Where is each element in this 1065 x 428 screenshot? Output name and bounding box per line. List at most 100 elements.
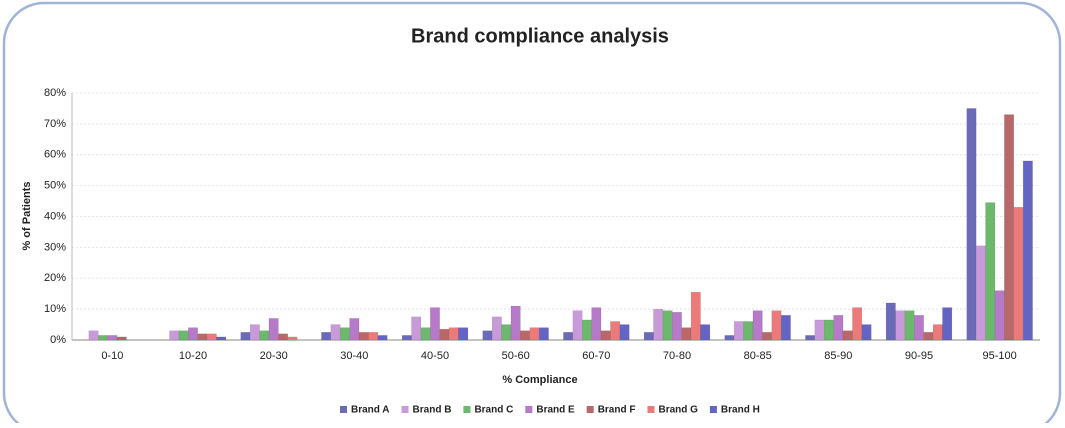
y-tick-label: 20% [44, 272, 66, 284]
x-tick-label: 85-90 [824, 350, 852, 362]
bar [420, 327, 431, 341]
bar [833, 315, 844, 341]
legend-label: Brand B [413, 405, 452, 416]
bar [572, 310, 583, 341]
bar [914, 315, 924, 341]
bar [358, 332, 369, 341]
bar [1022, 160, 1033, 341]
y-tick-label: 70% [44, 118, 66, 130]
bar [491, 316, 502, 341]
bar [743, 321, 754, 341]
legend-label: Brand F [598, 405, 636, 416]
legend-label: Brand C [474, 405, 513, 416]
y-tick-label: 30% [44, 241, 66, 253]
bar [861, 324, 872, 341]
x-tick-label: 10-20 [179, 350, 207, 362]
bar [885, 302, 896, 341]
bar [401, 335, 412, 341]
bar [672, 311, 682, 341]
legend-swatch [709, 406, 717, 413]
bar [805, 335, 816, 341]
bar [975, 245, 986, 341]
bar [1004, 114, 1015, 341]
bar [169, 330, 180, 341]
bar [116, 336, 127, 341]
bar [690, 291, 701, 341]
bar [377, 335, 388, 341]
x-tick-label: 80-85 [744, 350, 772, 362]
bar [619, 324, 630, 341]
bar [368, 332, 379, 341]
x-tick-label: 0-10 [101, 350, 123, 362]
legend-swatch [340, 406, 347, 413]
bar [814, 319, 825, 341]
bar [662, 310, 673, 341]
legend-swatch [525, 406, 533, 413]
bar [278, 333, 289, 341]
bar [904, 310, 915, 341]
bar [700, 324, 711, 341]
bar [581, 319, 592, 341]
x-tick-label: 60-70 [582, 350, 610, 362]
bar [610, 321, 621, 341]
bar [762, 332, 773, 341]
bar [249, 324, 260, 341]
bar [681, 327, 692, 341]
legend-label: Brand E [536, 405, 575, 416]
bar [600, 330, 611, 341]
bar [724, 335, 735, 341]
y-tick-label: 0% [50, 334, 66, 346]
bar [1013, 206, 1024, 341]
bar [538, 327, 549, 341]
x-tick-label: 30-40 [340, 350, 368, 362]
bar [259, 330, 270, 341]
legend-swatch [647, 406, 655, 413]
bar [88, 330, 99, 341]
bar [520, 330, 531, 341]
x-axis-label: % Compliance [502, 374, 577, 386]
bar [349, 318, 360, 341]
bar [529, 327, 540, 341]
bar [932, 324, 943, 341]
chart-title: Brand compliance analysis [411, 25, 669, 47]
bar [733, 321, 744, 341]
bar [458, 327, 469, 341]
bar [107, 335, 118, 341]
bar [780, 315, 791, 341]
bar [268, 318, 279, 341]
x-tick-label: 40-50 [421, 350, 449, 362]
bar [411, 316, 422, 341]
x-tick-label: 20-30 [260, 350, 288, 362]
bar [216, 336, 227, 341]
bar [510, 305, 521, 341]
bar [923, 332, 934, 341]
bar [448, 327, 459, 341]
bar [501, 324, 512, 341]
bar [823, 319, 834, 341]
bar [430, 307, 440, 341]
bar [591, 307, 602, 341]
bar [439, 328, 450, 341]
legend-label: Brand G [658, 405, 698, 416]
bar [206, 333, 217, 341]
y-tick-label: 80% [44, 87, 66, 99]
y-tick-label: 60% [44, 149, 66, 161]
x-tick-label: 90-95 [905, 350, 933, 362]
y-tick-label: 50% [44, 180, 66, 192]
bar [752, 310, 763, 341]
bar [321, 332, 332, 341]
y-tick-label: 40% [44, 210, 66, 222]
bar [985, 202, 996, 341]
bar [482, 330, 493, 341]
bar [771, 310, 782, 341]
bar [188, 327, 198, 341]
y-tick-label: 10% [44, 303, 66, 315]
bar [339, 327, 350, 341]
bar [563, 332, 574, 341]
legend-swatch [463, 406, 471, 413]
legend-swatch [586, 406, 594, 413]
bar [197, 333, 208, 341]
